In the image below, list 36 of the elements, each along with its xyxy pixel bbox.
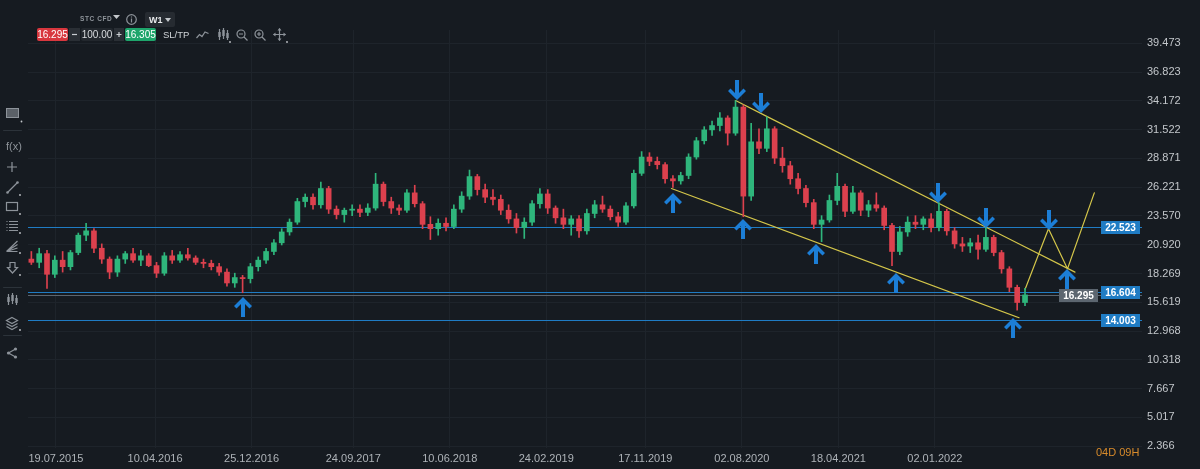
ref-line-label: 16.295 — [1063, 289, 1095, 301]
y-tick-label: 31.522 — [1147, 122, 1181, 135]
text: f(x) — [6, 140, 22, 152]
ref-line-label: 14.003 — [1105, 314, 1137, 326]
y-tick-label: 34.172 — [1147, 93, 1181, 106]
x-tick-label: 02.01.2022 — [907, 451, 963, 464]
x-tick-label: 24.02.2019 — [518, 451, 574, 464]
ref-line-label: 16.604 — [1105, 286, 1137, 298]
x-tick-label: 17.11.2019 — [618, 451, 673, 464]
amount-field: 100.00 — [81, 28, 113, 41]
x-tick-label: 02.08.2020 — [714, 451, 770, 464]
y-tick-label: 5.017 — [1147, 410, 1175, 423]
buy-button: 16.305 — [125, 28, 156, 41]
annotation: 04D 09H — [1096, 446, 1140, 458]
x-tick-label: 10.06.2018 — [422, 451, 478, 464]
x-tick-label: 24.09.2017 — [325, 451, 381, 464]
y-tick-label: 26.221 — [1147, 180, 1181, 193]
x-tick-label: 18.04.2021 — [810, 451, 866, 464]
x-tick-label: 25.12.2016 — [224, 451, 280, 464]
annotation: SL/TP — [163, 29, 190, 40]
y-tick-label: 2.366 — [1147, 439, 1175, 452]
y-tick-label: 36.823 — [1147, 65, 1181, 78]
y-tick-label: 20.920 — [1147, 237, 1181, 250]
x-tick-label: 19.07.2015 — [28, 451, 84, 464]
y-tick-label: 28.871 — [1147, 151, 1181, 164]
x-tick-label: 10.04.2016 — [127, 451, 183, 464]
y-tick-label: 15.619 — [1147, 295, 1181, 308]
y-tick-label: 12.968 — [1147, 324, 1181, 337]
y-tick-label: 18.269 — [1147, 266, 1181, 279]
y-tick-label: 10.318 — [1147, 352, 1181, 365]
y-tick-label: 23.570 — [1147, 209, 1181, 222]
y-tick-label: 39.473 — [1147, 36, 1181, 49]
dropdown-button: W1 — [145, 12, 175, 27]
ref-line-label: 22.523 — [1105, 221, 1137, 233]
y-tick-label: 7.667 — [1147, 381, 1175, 394]
sell-button: 16.295 — [37, 28, 68, 41]
